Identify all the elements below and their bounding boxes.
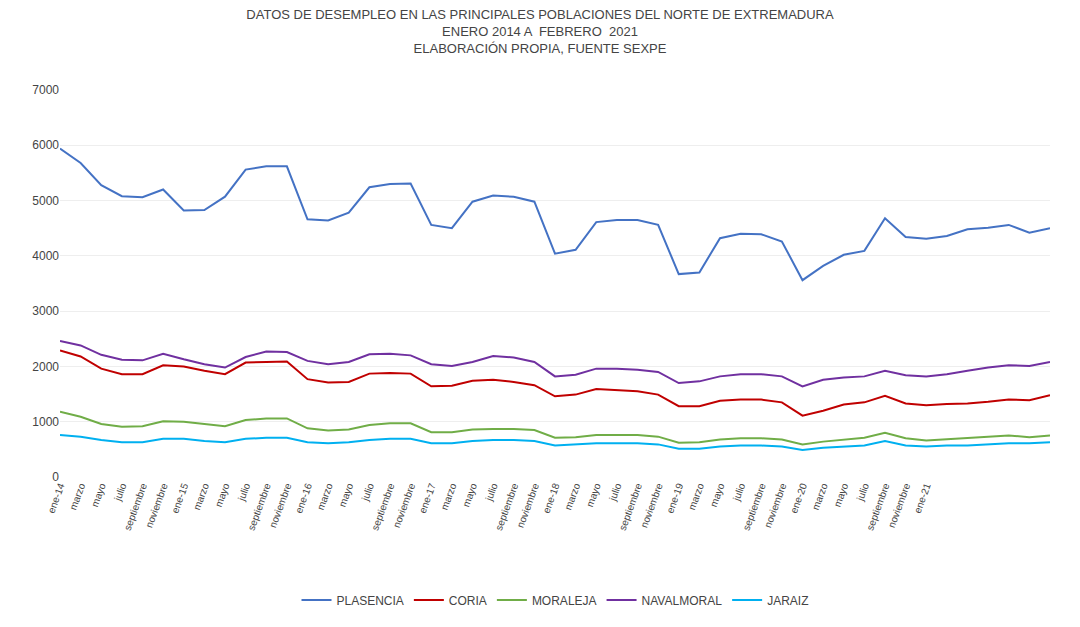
svg-text:5000: 5000 — [32, 194, 59, 208]
svg-text:mayo: mayo — [708, 481, 727, 508]
svg-text:0: 0 — [52, 470, 59, 484]
svg-text:septiembre: septiembre — [493, 481, 520, 532]
svg-text:noviembre: noviembre — [762, 481, 788, 529]
svg-text:NAVALMORAL: NAVALMORAL — [642, 594, 723, 608]
svg-text:marzo: marzo — [439, 481, 459, 511]
svg-text:ene-18: ene-18 — [541, 481, 562, 514]
svg-text:mayo: mayo — [584, 481, 603, 508]
svg-text:ene-17: ene-17 — [417, 481, 438, 514]
svg-text:4000: 4000 — [32, 249, 59, 263]
svg-text:noviembre: noviembre — [886, 481, 912, 529]
svg-text:noviembre: noviembre — [143, 481, 169, 529]
svg-text:3000: 3000 — [32, 304, 59, 318]
svg-text:mayo: mayo — [213, 481, 232, 508]
svg-text:noviembre: noviembre — [267, 481, 293, 529]
svg-text:septiembre: septiembre — [864, 481, 891, 532]
svg-text:mayo: mayo — [89, 481, 108, 508]
svg-text:julio: julio — [483, 481, 500, 503]
svg-text:ene-16: ene-16 — [293, 481, 314, 514]
svg-text:noviembre: noviembre — [638, 481, 664, 529]
svg-text:CORIA: CORIA — [449, 594, 487, 608]
svg-text:mayo: mayo — [832, 481, 851, 508]
svg-text:PLASENCIA: PLASENCIA — [337, 594, 404, 608]
svg-text:JARAIZ: JARAIZ — [767, 594, 808, 608]
svg-text:2000: 2000 — [32, 360, 59, 374]
svg-text:ene-20: ene-20 — [788, 481, 809, 514]
svg-text:marzo: marzo — [810, 481, 830, 511]
svg-text:septiembre: septiembre — [617, 481, 644, 532]
svg-text:marzo: marzo — [315, 481, 335, 511]
svg-text:ene-14: ene-14 — [46, 481, 67, 514]
svg-text:noviembre: noviembre — [391, 481, 417, 529]
svg-text:ene-21: ene-21 — [912, 481, 933, 514]
svg-text:noviembre: noviembre — [515, 481, 541, 529]
svg-text:julio: julio — [112, 481, 129, 503]
svg-text:marzo: marzo — [191, 481, 211, 511]
svg-text:julio: julio — [607, 481, 624, 503]
svg-text:marzo: marzo — [562, 481, 582, 511]
svg-text:mayo: mayo — [460, 481, 479, 508]
svg-text:6000: 6000 — [32, 138, 59, 152]
svg-text:julio: julio — [730, 481, 747, 503]
svg-text:ene-15: ene-15 — [169, 481, 190, 514]
svg-text:MORALEJA: MORALEJA — [532, 594, 597, 608]
svg-text:septiembre: septiembre — [122, 481, 149, 532]
svg-text:1000: 1000 — [32, 415, 59, 429]
svg-text:marzo: marzo — [686, 481, 706, 511]
svg-text:julio: julio — [854, 481, 871, 503]
svg-text:7000: 7000 — [32, 83, 59, 97]
svg-text:mayo: mayo — [337, 481, 356, 508]
svg-text:julio: julio — [359, 481, 376, 503]
svg-text:septiembre: septiembre — [369, 481, 396, 532]
svg-text:marzo: marzo — [67, 481, 87, 511]
svg-text:septiembre: septiembre — [741, 481, 768, 532]
svg-text:septiembre: septiembre — [246, 481, 273, 532]
svg-text:DATOS DE DESEMPLEO EN LAS PRIN: DATOS DE DESEMPLEO EN LAS PRINCIPALES PO… — [246, 7, 834, 56]
svg-text:ene-19: ene-19 — [664, 481, 685, 514]
svg-text:julio: julio — [235, 481, 252, 503]
